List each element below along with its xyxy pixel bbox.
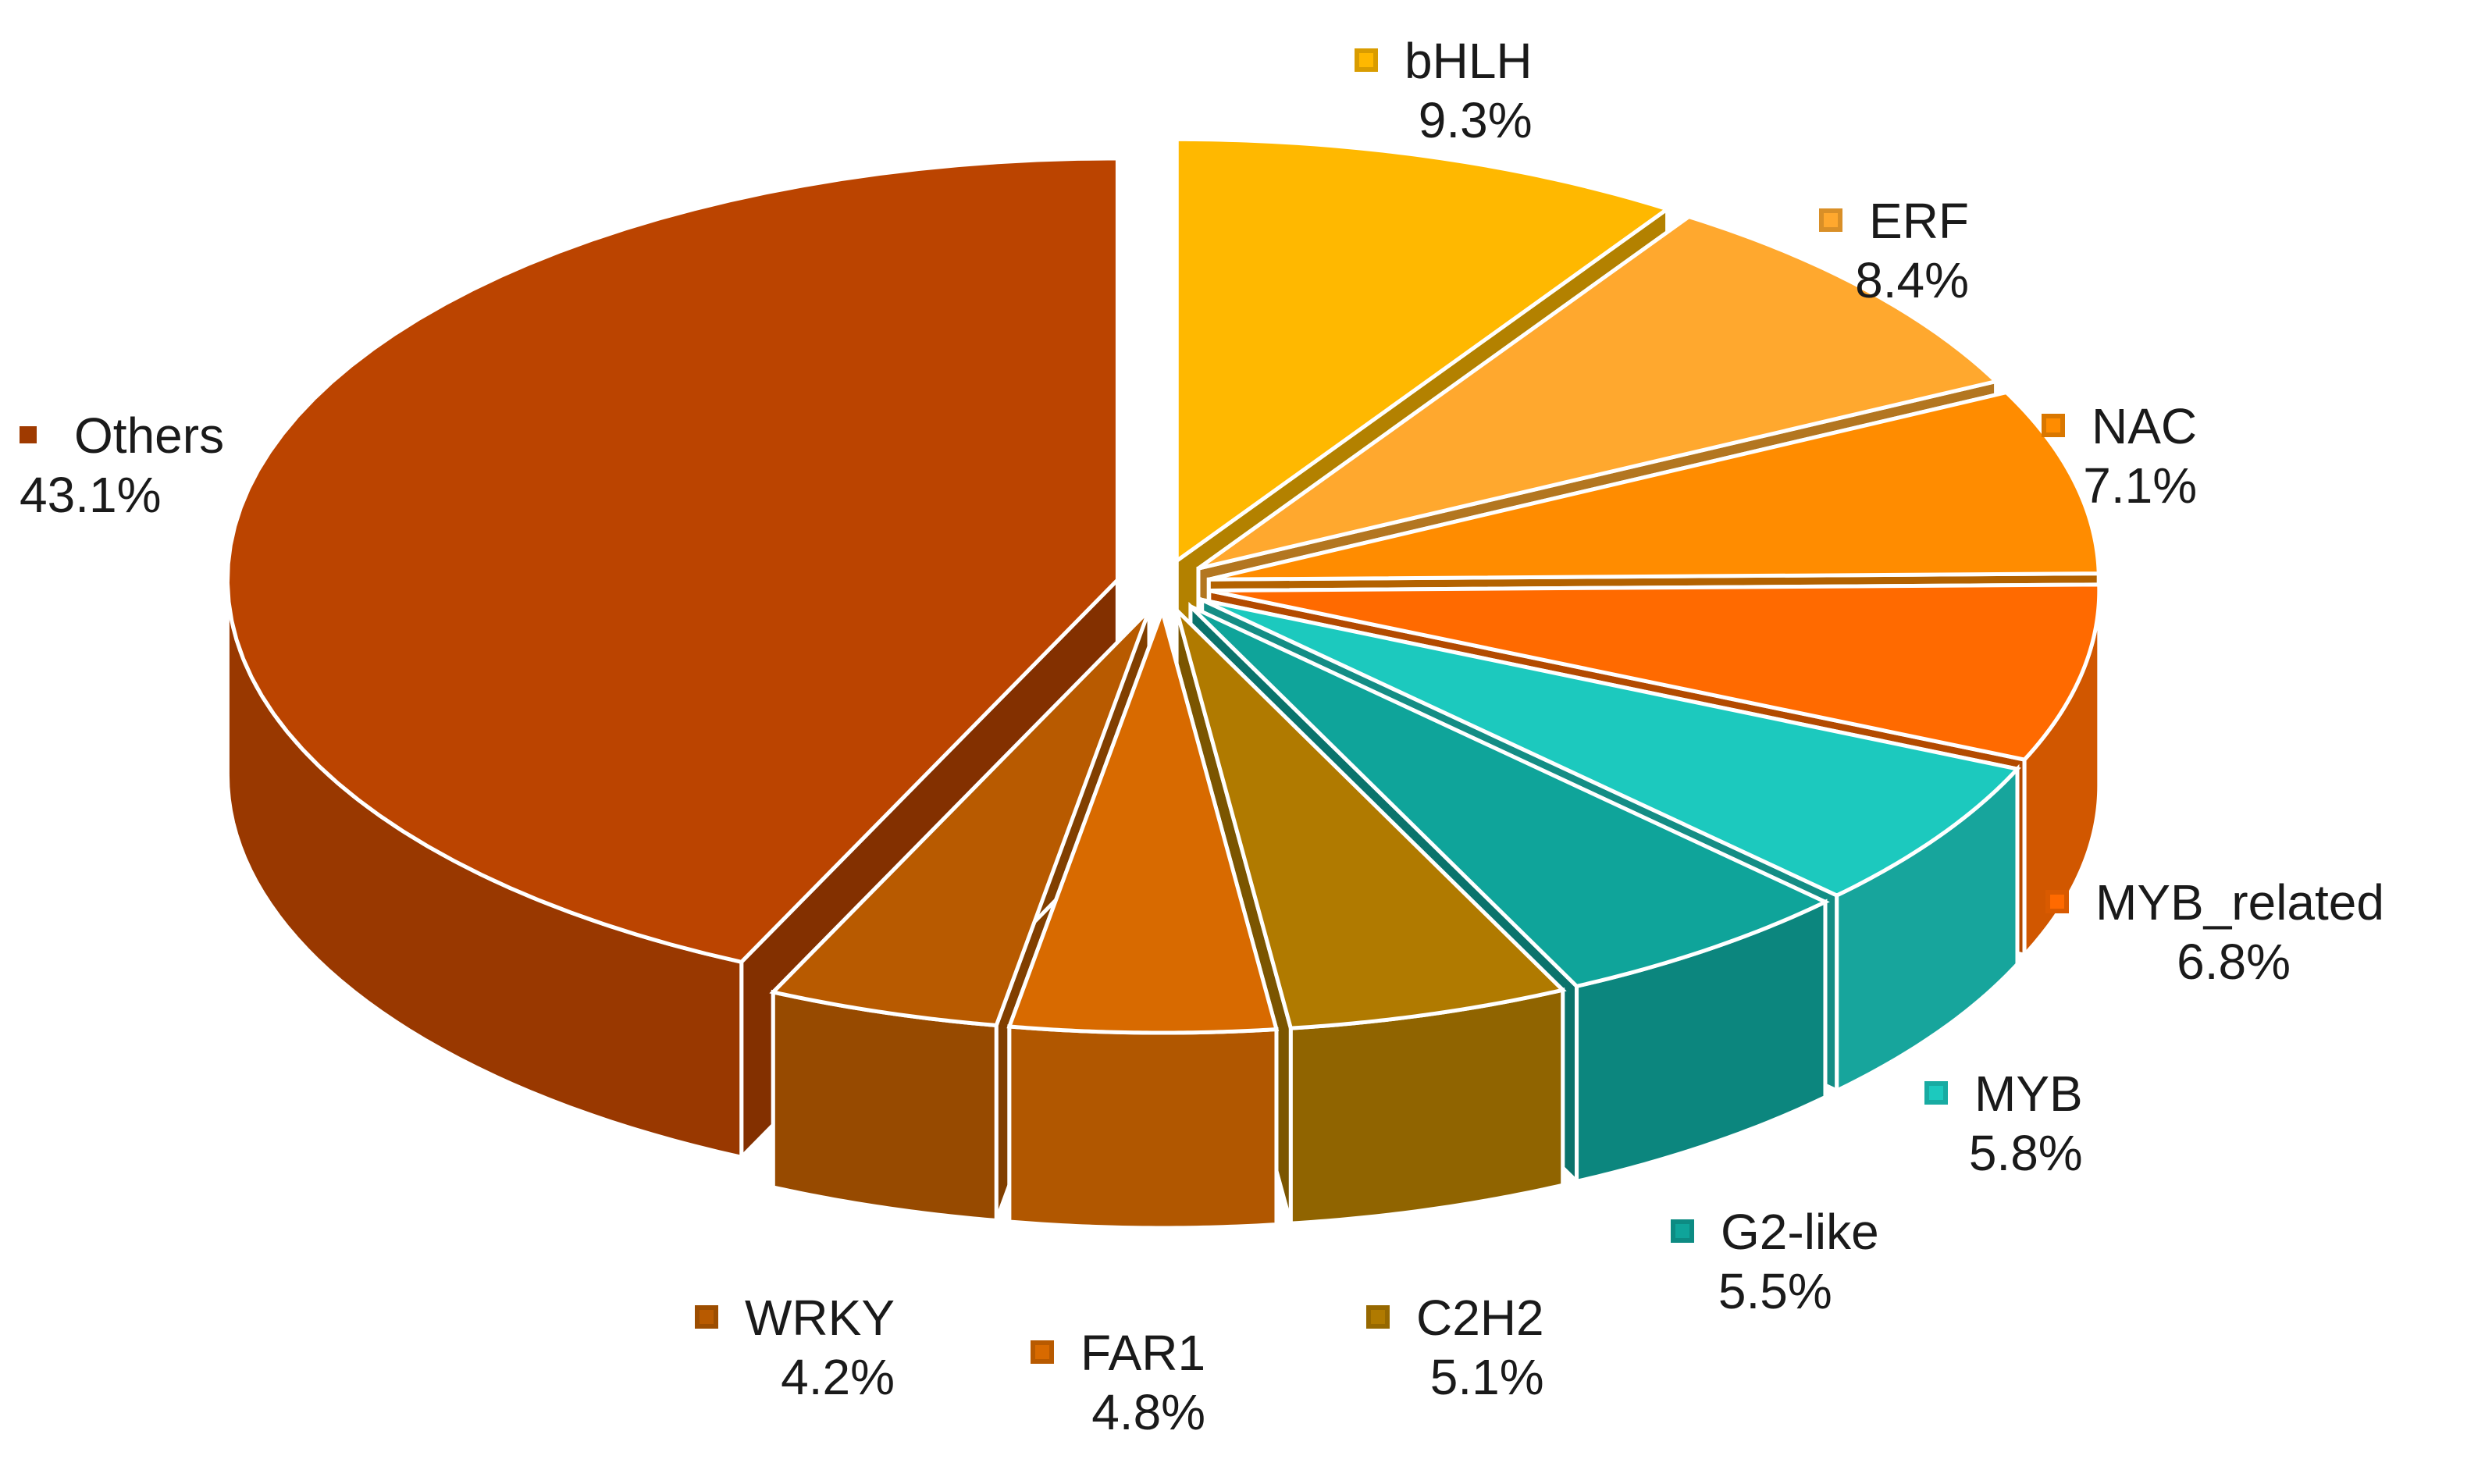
pie-slice-top-others [225,156,1120,965]
legend-entry-g2-like: G2-like 5.5% [1671,1202,1879,1321]
legend-swatch-c2h2 [1366,1305,1390,1329]
legend-label-myb: MYB [1974,1066,2083,1122]
legend-label-g2-like: G2-like [1721,1204,1879,1260]
legend-value-c2h2: 5.1% [1429,1349,1544,1405]
legend-entry-far1: FAR1 4.8% [1031,1323,1205,1442]
legend-value-myb: 5.8% [1968,1125,2083,1181]
pie-slice-side-far1 [1007,1024,1279,1230]
pie-slice-top-myb-related [1209,582,2102,762]
pie-slice-top-wrky [769,608,1152,1028]
legend-entry-bhlh: bHLH 9.3% [1355,31,1533,150]
legend-entry-wrky: WRKY 4.2% [695,1288,895,1407]
legend-label-c2h2: C2H2 [1416,1290,1544,1346]
legend-swatch-wrky [695,1305,718,1329]
legend-entry-myb-related: MYB_related 6.8% [2045,873,2384,991]
pie-slice-far1 [1006,604,1280,1230]
legend-swatch-myb [1924,1081,1948,1105]
legend-swatch-bhlh [1355,48,1378,73]
legend-value-g2-like: 5.5% [1718,1263,1832,1319]
legend-value-nac: 7.1% [2083,457,2198,514]
legend-swatch-myb-related [2045,890,2069,914]
legend-label-others: Others [74,407,225,464]
legend-swatch-far1 [1031,1340,1054,1365]
pie-slice-c2h2 [1173,603,1567,1226]
legend-value-wrky: 4.2% [781,1349,895,1405]
legend-value-far1: 4.8% [1091,1384,1206,1440]
legend-swatch-nac [2042,414,2065,438]
legend-entry-erf: ERF 8.4% [1819,191,1969,310]
legend-label-nac: NAC [2092,398,2198,454]
legend-label-erf: ERF [1869,193,1969,249]
legend-value-bhlh: 9.3% [1418,92,1533,148]
pie-slice-top-far1 [1006,604,1280,1035]
pie-slice-top-nac [1208,390,2101,582]
pie-slice-top-c2h2 [1173,603,1567,1030]
legend-label-bhlh: bHLH [1404,33,1533,89]
legend-swatch-others [20,426,37,444]
legend-entry-c2h2: C2H2 5.1% [1366,1288,1544,1407]
pie-slice-others [225,156,1120,1162]
legend-label-far1: FAR1 [1081,1325,1206,1381]
legend-swatch-g2-like [1671,1219,1694,1244]
pie-slice-top-erf [1197,214,2000,571]
pie-slice-side-wrky [771,989,999,1223]
pie-slice-top-g2-like [1189,604,1830,989]
legend-value-myb-related: 6.8% [2177,934,2291,990]
pie-slice-top-bhlh [1174,137,1672,565]
pie-slice-top-myb [1201,598,2021,898]
legend-entry-myb: MYB 5.8% [1924,1064,2083,1183]
legend-label-wrky: WRKY [745,1290,895,1346]
legend-value-others: 43.1% [20,467,162,523]
legend-value-erf: 8.4% [1855,252,1969,308]
legend-swatch-erf [1819,208,1842,233]
legend-entry-nac: NAC 7.1% [2042,397,2197,515]
legend-label-myb-related: MYB_related [2095,874,2384,931]
legend-entry-others: Others 43.1% [20,406,224,525]
